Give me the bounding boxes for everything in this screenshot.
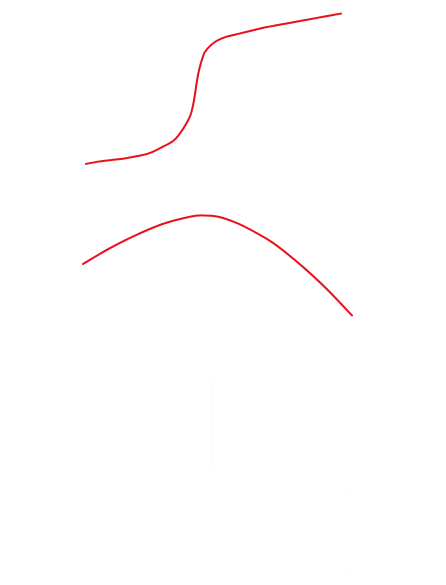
bottom-plot bbox=[82, 214, 353, 317]
bottom-series-line-0 bbox=[82, 214, 353, 317]
top-series-line-0 bbox=[85, 12, 342, 165]
faded-panel-left bbox=[70, 382, 212, 470]
top-plot bbox=[85, 12, 342, 165]
faded-panel-bottom bbox=[70, 488, 348, 576]
faded-panel-right bbox=[212, 382, 348, 470]
